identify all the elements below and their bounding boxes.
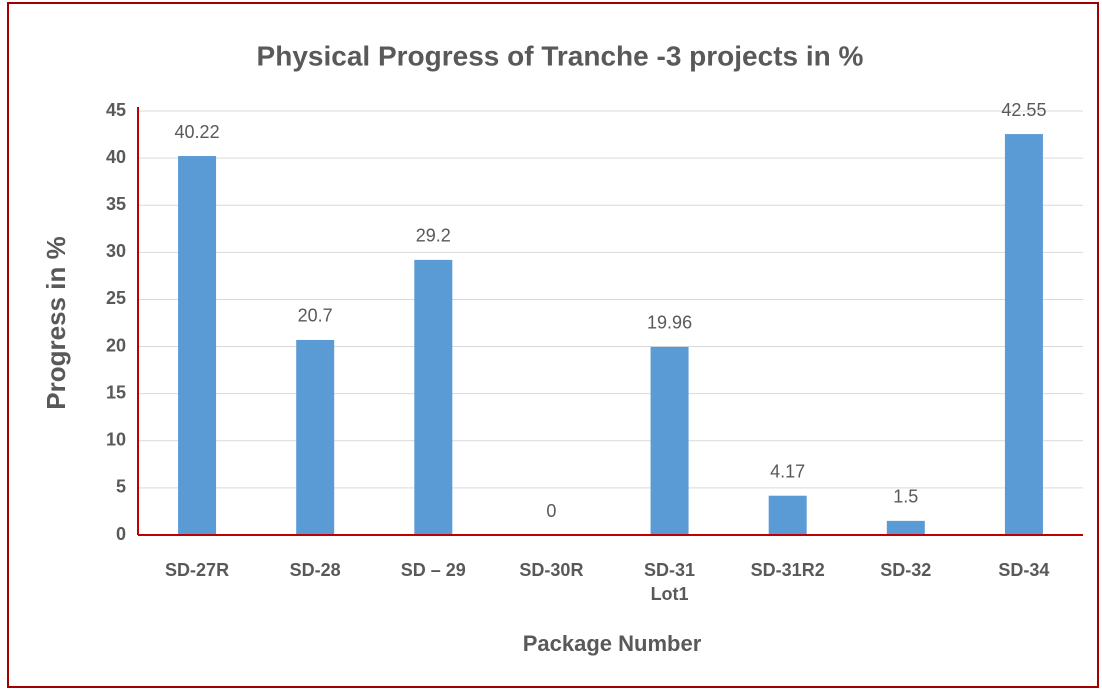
y-axis-title: Progress in % bbox=[41, 236, 71, 409]
bar bbox=[178, 156, 217, 536]
x-tick-label: SD-27R bbox=[165, 560, 230, 580]
bar bbox=[768, 495, 807, 535]
y-tick-label: 15 bbox=[106, 382, 126, 402]
value-label: 42.55 bbox=[1001, 100, 1046, 120]
value-label: 40.22 bbox=[175, 122, 220, 142]
bar bbox=[1004, 134, 1043, 535]
y-tick-label: 40 bbox=[106, 147, 126, 167]
bar bbox=[414, 259, 453, 535]
y-tick-label: 20 bbox=[106, 335, 126, 355]
bar bbox=[650, 346, 689, 535]
bar bbox=[886, 520, 925, 535]
y-tick-label: 25 bbox=[106, 288, 126, 308]
x-tick-label: SD-31 Lot1 bbox=[644, 560, 696, 604]
value-label: 0 bbox=[546, 501, 556, 521]
chart-border bbox=[7, 2, 1099, 688]
x-tick-label: SD-28 bbox=[289, 560, 341, 580]
value-label: 29.2 bbox=[416, 226, 451, 246]
bar bbox=[296, 339, 335, 535]
y-tick-label: 30 bbox=[106, 241, 126, 261]
value-label: 1.5 bbox=[893, 487, 918, 507]
x-tick-label: SD-34 bbox=[998, 560, 1050, 580]
value-label: 20.7 bbox=[298, 306, 333, 326]
x-axis-title: Package Number bbox=[523, 631, 702, 656]
y-tick-label: 35 bbox=[106, 194, 126, 214]
chart-title: Physical Progress of Tranche -3 projects… bbox=[257, 40, 864, 71]
y-tick-label: 0 bbox=[116, 524, 126, 544]
x-tick-label: SD – 29 bbox=[400, 560, 466, 580]
x-tick-label: SD-31R2 bbox=[750, 560, 825, 580]
value-label: 19.96 bbox=[647, 313, 692, 333]
y-tick-label: 45 bbox=[106, 100, 126, 120]
y-tick-label: 5 bbox=[116, 477, 126, 497]
y-tick-label: 10 bbox=[106, 430, 126, 450]
value-label: 4.17 bbox=[770, 461, 805, 481]
x-tick-label: SD-30R bbox=[519, 560, 584, 580]
x-tick-label: SD-32 bbox=[880, 560, 932, 580]
